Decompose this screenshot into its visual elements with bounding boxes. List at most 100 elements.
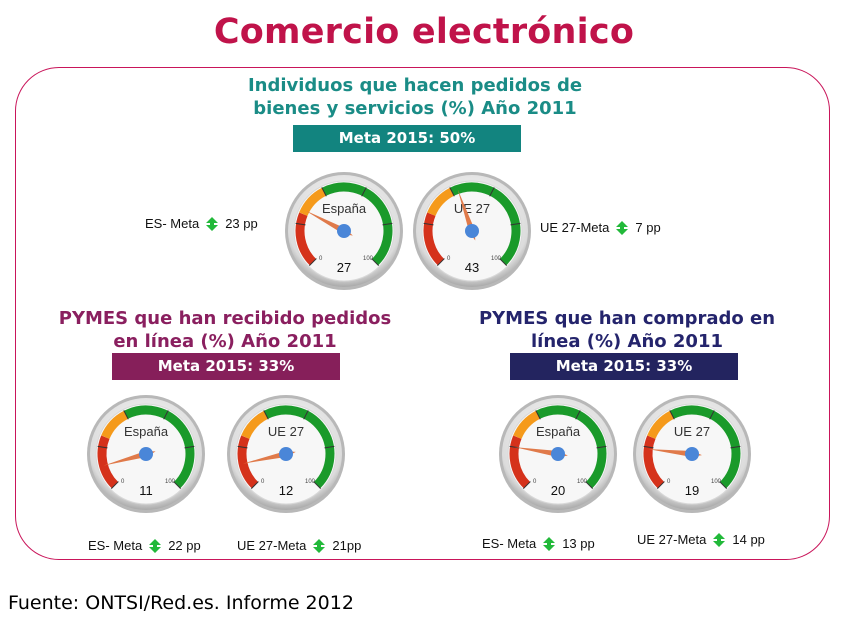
gauge-tick: [449, 187, 455, 197]
page-title: Comercio electrónico: [213, 12, 635, 52]
gap-value: 14 pp: [732, 532, 765, 547]
orange-band: [299, 187, 327, 217]
gauge-label: UE 27: [454, 201, 490, 216]
red-band: [97, 435, 119, 489]
sme-received-spain-gap: ES- Meta 22 pp: [88, 538, 201, 553]
gauge-tick: [436, 258, 445, 267]
up-down-arrow-icon: [543, 536, 556, 551]
red-band: [509, 435, 531, 489]
gauge-max-label: 100: [711, 479, 722, 485]
up-down-arrow-svg: [543, 536, 556, 551]
gap-label: UE 27-Meta: [637, 532, 707, 547]
individuals-eu-gap: UE 27-Meta 7 pp: [540, 220, 661, 235]
sme-received-title-line2: en línea (%) Año 2011: [113, 331, 337, 352]
gauge-svg: UE 27 0 100 12: [227, 395, 345, 513]
sme-bought-title: PYMES que han comprado en línea (%) Año …: [462, 307, 792, 353]
individuals-goal-banner: Meta 2015: 50%: [293, 125, 521, 152]
gauge-value: 43: [465, 260, 479, 275]
gauge-hub: [337, 224, 351, 238]
red-band: [643, 435, 665, 489]
green-band: [123, 405, 195, 489]
gauge-max-label: 100: [491, 256, 502, 262]
orange-band: [241, 410, 269, 440]
gap-value: 7 pp: [635, 220, 661, 235]
red-band: [423, 212, 445, 266]
up-down-arrow-svg: [206, 216, 219, 231]
gauge-max-label: 100: [577, 479, 588, 485]
gauge-tick: [184, 445, 195, 449]
gauge-value: 27: [337, 260, 351, 275]
gauge-tick: [575, 410, 581, 420]
gauge-tick: [522, 481, 531, 490]
gauge-tick: [596, 445, 607, 449]
gauge-min-label: 0: [667, 479, 671, 485]
gap-value: 13 pp: [562, 536, 595, 551]
gauge-min-label: 0: [447, 256, 451, 262]
individuals-spain-gap: ES- Meta 23 pp: [145, 216, 258, 231]
arrow-shape: [616, 220, 629, 235]
sme-received-goal-banner: Meta 2015: 33%: [112, 353, 340, 380]
up-down-arrow-icon: [713, 532, 726, 547]
gauge-tick: [489, 187, 495, 197]
gauge-tick: [585, 481, 594, 490]
green-band: [321, 182, 393, 266]
gap-value: 22 pp: [168, 538, 201, 553]
up-down-arrow-icon: [149, 538, 162, 553]
gauge-value: 19: [685, 483, 699, 498]
arrow-shape: [206, 216, 219, 231]
up-down-arrow-svg: [149, 538, 162, 553]
gauge-tick: [510, 222, 521, 226]
gauge-hub: [685, 447, 699, 461]
gauge-tick: [250, 481, 259, 490]
gauge-svg: España 0 100 20: [499, 395, 617, 513]
gauge-tick: [535, 410, 541, 420]
gauge-label: España: [124, 424, 169, 439]
gauge-tick: [308, 258, 317, 267]
gap-label: UE 27-Meta: [237, 538, 307, 553]
gauge-min-label: 0: [319, 256, 323, 262]
gauge-tick: [656, 481, 665, 490]
gauge-tick: [423, 222, 434, 226]
gauge-tick: [110, 481, 119, 490]
gauge-min-label: 0: [533, 479, 537, 485]
gauge-tick: [263, 410, 269, 420]
gauge-svg: España 0 100 11: [87, 395, 205, 513]
individuals-spain-gauge: España 0 100 27: [283, 170, 405, 292]
gauge-tick: [382, 222, 393, 226]
orange-band: [513, 410, 541, 440]
individuals-eu-gauge: UE 27 0 100 43: [411, 170, 533, 292]
up-down-arrow-icon: [616, 220, 629, 235]
gauge-min-label: 0: [261, 479, 265, 485]
individuals-title-line2: bienes y servicios (%) Año 2011: [253, 98, 577, 119]
sme-bought-spain-gap: ES- Meta 13 pp: [482, 536, 595, 551]
arrow-shape: [313, 538, 326, 553]
gauge-hub: [465, 224, 479, 238]
gauge-tick: [321, 187, 327, 197]
gauge-min-label: 0: [121, 479, 125, 485]
orange-band: [101, 410, 129, 440]
arrow-shape: [713, 532, 726, 547]
gauge-hub: [139, 447, 153, 461]
gauge-hub: [551, 447, 565, 461]
gauge-value: 12: [279, 483, 293, 498]
individuals-title: Individuos que hacen pedidos de bienes y…: [180, 74, 650, 120]
sme-bought-spain-gauge: España 0 100 20: [497, 393, 619, 515]
gap-label: ES- Meta: [88, 538, 143, 553]
gauge-tick: [163, 410, 169, 420]
up-down-arrow-svg: [313, 538, 326, 553]
red-band: [295, 212, 317, 266]
green-band: [449, 182, 521, 266]
up-down-arrow-icon: [313, 538, 326, 553]
arrow-shape: [543, 536, 556, 551]
gauge-label: UE 27: [674, 424, 710, 439]
gauge-max-label: 100: [165, 479, 176, 485]
sme-received-title-line1: PYMES que han recibido pedidos: [58, 308, 392, 329]
gauge-svg: UE 27 0 100 43: [413, 172, 531, 290]
gap-value: 21pp: [332, 538, 362, 553]
up-down-arrow-svg: [616, 220, 629, 235]
gauge-tick: [499, 258, 508, 267]
gap-value: 23 pp: [225, 216, 258, 231]
sme-bought-goal-banner: Meta 2015: 33%: [510, 353, 738, 380]
gauge-label: España: [536, 424, 581, 439]
gauge-tick: [730, 445, 741, 449]
